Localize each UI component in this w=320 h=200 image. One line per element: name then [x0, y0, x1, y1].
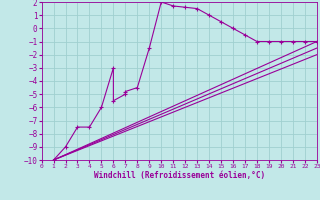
X-axis label: Windchill (Refroidissement éolien,°C): Windchill (Refroidissement éolien,°C)	[94, 171, 265, 180]
